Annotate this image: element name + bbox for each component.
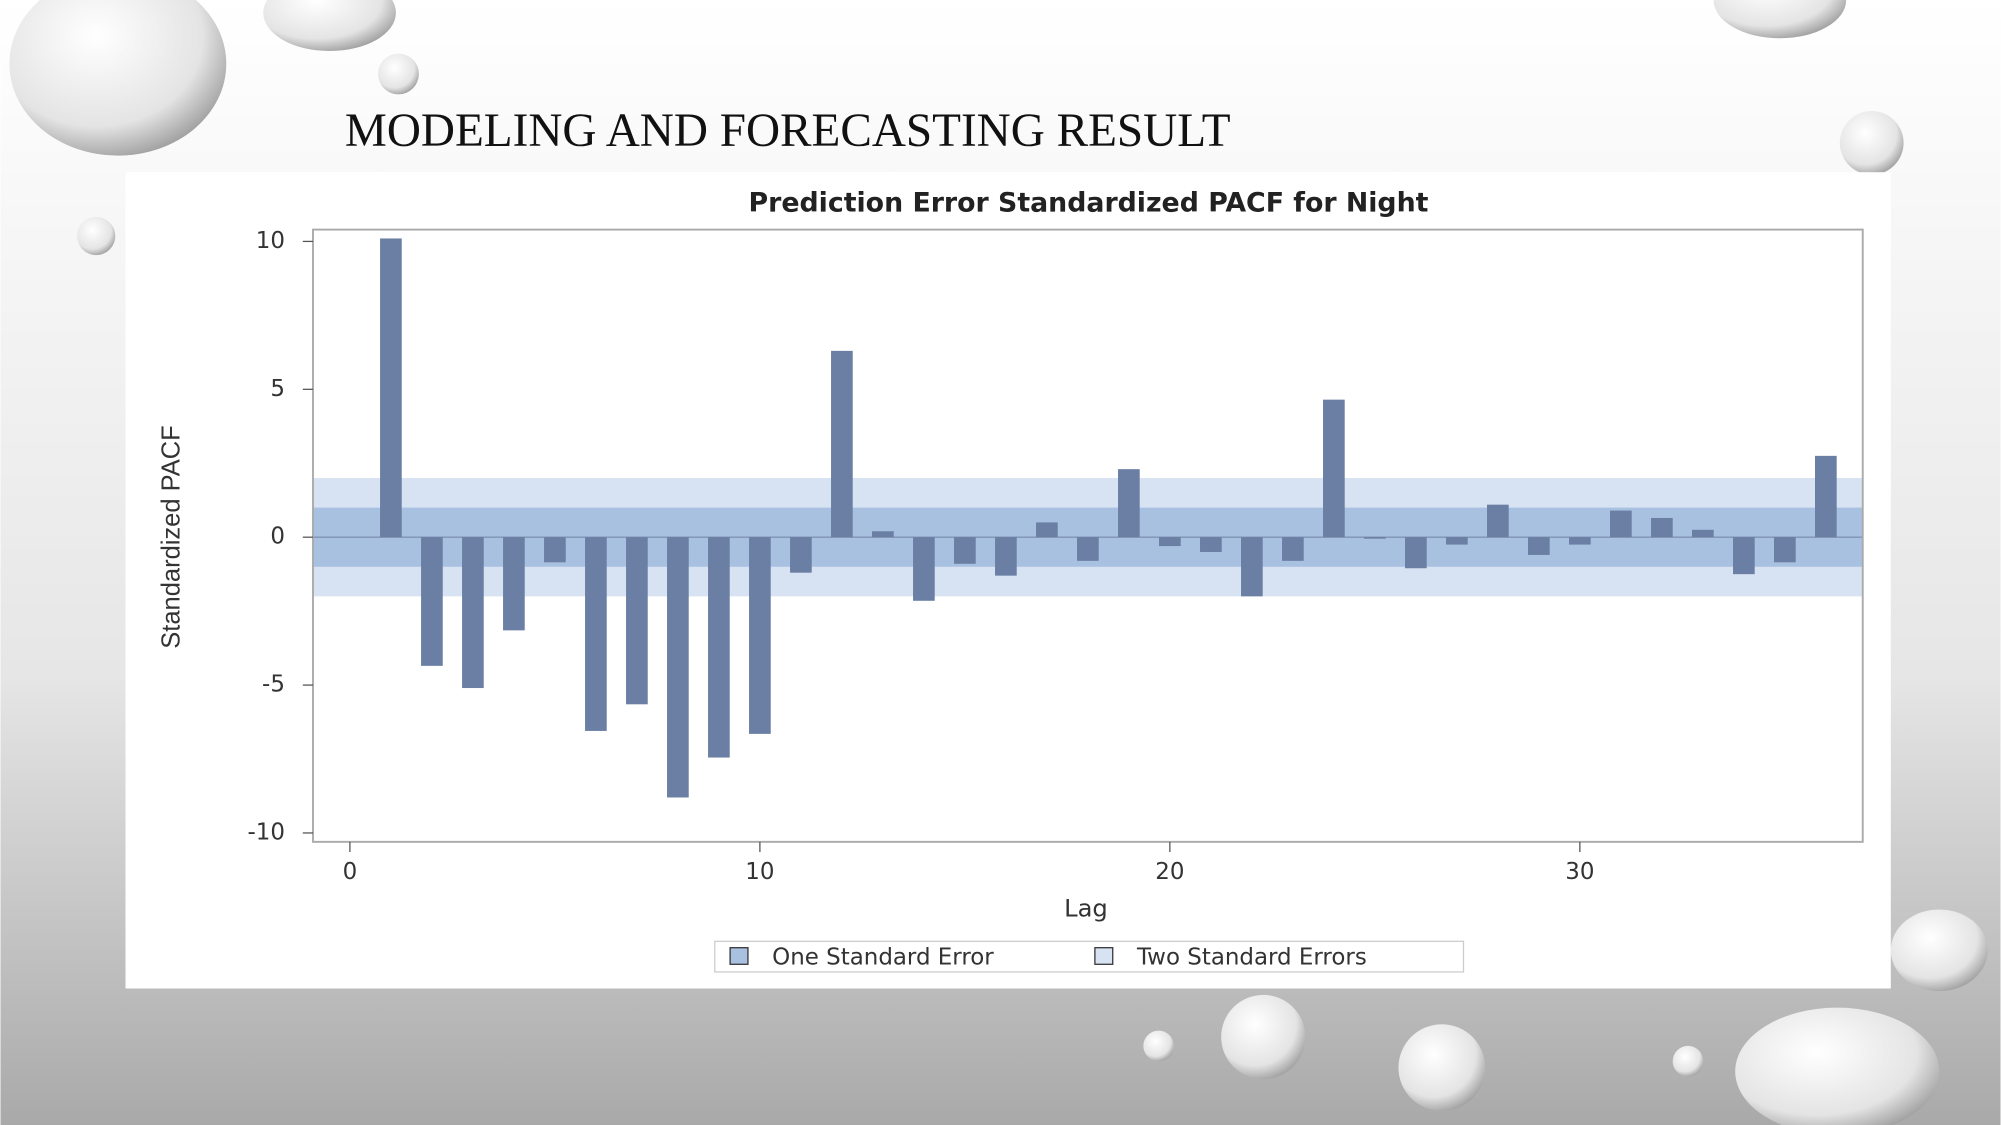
bar: [1774, 537, 1796, 563]
bar: [380, 238, 402, 538]
bar: [1282, 537, 1304, 561]
bar: [1200, 537, 1222, 552]
x-tick-label: 0: [343, 859, 358, 885]
bar: [954, 537, 976, 564]
x-tick-label: 10: [745, 859, 774, 885]
bar: [1036, 522, 1058, 538]
y-tick-label: 10: [256, 228, 285, 254]
bar: [872, 531, 894, 538]
bar: [1651, 517, 1673, 538]
y-axis-label: Standardized PACF: [157, 425, 185, 648]
bar: [1692, 529, 1714, 538]
bar: [1118, 469, 1140, 538]
plot-frame: [312, 228, 1864, 843]
x-tick-label: 30: [1565, 859, 1594, 885]
bar: [544, 537, 566, 563]
bar: [995, 537, 1017, 576]
legend-swatch: [1094, 947, 1114, 965]
bar: [1446, 537, 1468, 545]
x-tick-label: 20: [1155, 859, 1184, 885]
bar: [790, 537, 812, 573]
y-tick-label: 0: [270, 524, 285, 550]
bar: [421, 537, 443, 666]
bar: [1528, 537, 1550, 555]
bar: [1815, 455, 1837, 538]
plot: -10 -5 0 5 10 0 10 20 30 One Standard Error Two St…: [247, 228, 1864, 973]
bar: [1077, 537, 1099, 561]
y-tick-label: -5: [262, 672, 285, 698]
droplets: [9, 0, 1988, 1125]
bar: [1487, 504, 1509, 538]
bar: [1405, 537, 1427, 569]
bar: [585, 537, 607, 731]
bar: [626, 537, 648, 705]
bar: [708, 537, 730, 758]
bar: [1610, 510, 1632, 538]
bar: [913, 537, 935, 601]
bar: [503, 537, 525, 631]
chart-title: Prediction Error Standardized PACF for N…: [749, 188, 1429, 219]
y-tick-label: -10: [247, 819, 284, 845]
bar: [831, 350, 853, 538]
legend-swatch: [729, 947, 749, 965]
bar: [1159, 537, 1181, 547]
legend-label: One Standard Error: [772, 944, 994, 970]
bar: [749, 537, 771, 734]
y-tick-label: 5: [270, 376, 285, 402]
bar: [667, 537, 689, 798]
legend-frame: [714, 940, 1465, 973]
slide-title: MODELING AND FORECASTING RESULT: [345, 105, 1231, 157]
bar: [1241, 537, 1263, 597]
x-axis-label: Lag: [1064, 894, 1108, 922]
bar: [1364, 537, 1386, 539]
bar: [1323, 399, 1345, 538]
bar: [1569, 537, 1591, 545]
bar: [1733, 537, 1755, 575]
legend-label: Two Standard Errors: [1136, 944, 1367, 970]
bar: [462, 537, 484, 689]
